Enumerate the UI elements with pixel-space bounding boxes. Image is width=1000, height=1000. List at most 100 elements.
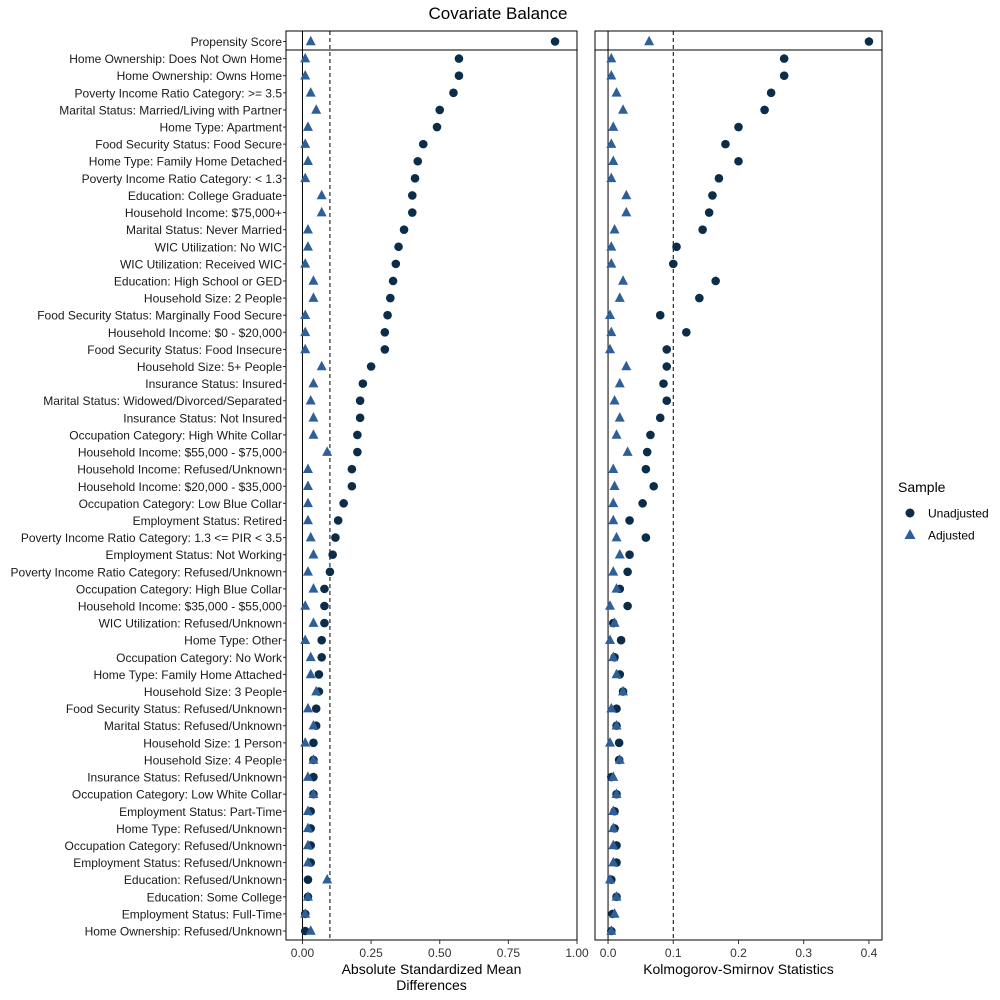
point-adjusted — [618, 685, 629, 696]
point-adjusted — [606, 241, 617, 251]
point-adjusted — [644, 35, 655, 46]
point-adjusted — [300, 326, 311, 337]
point-adjusted — [611, 583, 622, 593]
point-adjusted — [608, 839, 619, 850]
point-unadjusted — [864, 37, 874, 46]
point-adjusted — [305, 531, 316, 542]
point-adjusted — [300, 172, 311, 183]
point-unadjusted — [314, 670, 324, 679]
point-adjusted — [621, 206, 632, 217]
point-adjusted — [606, 925, 617, 935]
point-unadjusted — [410, 174, 420, 183]
point-adjusted — [608, 805, 619, 816]
point-adjusted — [308, 429, 319, 439]
legend-key-unadjusted — [905, 508, 915, 518]
point-unadjusted — [641, 533, 651, 542]
point-adjusted — [605, 873, 616, 884]
point-adjusted — [606, 70, 617, 80]
point-adjusted — [618, 275, 629, 285]
point-unadjusted — [623, 601, 632, 611]
category-label: Occupation Category: High Blue Collar — [76, 582, 282, 596]
point-unadjusted — [399, 225, 409, 234]
category-label: WIC Utilization: No WIC — [155, 240, 283, 254]
category-label: Home Ownership: Does Not Own Home — [69, 52, 282, 66]
point-unadjusted — [380, 327, 390, 337]
category-label: Education: High School or GED — [114, 274, 282, 288]
point-unadjusted — [454, 54, 464, 63]
point-adjusted — [608, 651, 619, 662]
point-unadjusted — [766, 88, 776, 98]
point-adjusted — [608, 771, 619, 781]
point-unadjusted — [317, 635, 326, 645]
point-adjusted — [308, 720, 319, 730]
point-adjusted — [609, 480, 620, 491]
point-unadjusted — [355, 413, 365, 423]
point-unadjusted — [734, 156, 743, 166]
category-label: Household Size: 4 People — [144, 753, 282, 767]
category-label: Household Income: $75,000+ — [125, 206, 282, 220]
category-label: Occupation Category: High White Collar — [69, 428, 282, 442]
point-unadjusted — [407, 191, 417, 200]
point-unadjusted — [668, 259, 678, 269]
point-adjusted — [300, 138, 311, 148]
point-adjusted — [308, 292, 319, 302]
point-adjusted — [302, 241, 313, 251]
point-adjusted — [322, 446, 333, 456]
category-label: Employment Status: Retired — [133, 514, 282, 528]
point-unadjusted — [309, 738, 318, 748]
point-adjusted — [605, 343, 616, 354]
x-tick-label: 0.2 — [730, 946, 747, 960]
point-unadjusted — [325, 567, 335, 577]
point-unadjusted — [641, 464, 651, 474]
point-unadjusted — [711, 276, 720, 286]
category-label: Insurance Status: Insured — [145, 377, 282, 391]
category-label: Occupation Category: Low White Collar — [72, 788, 282, 802]
point-adjusted — [614, 292, 625, 302]
category-label: Home Type: Family Home Detached — [89, 155, 282, 169]
point-unadjusted — [625, 550, 634, 559]
point-adjusted — [609, 908, 620, 918]
point-adjusted — [605, 634, 616, 645]
category-label: Insurance Status: Refused/Unknown — [87, 771, 282, 785]
point-adjusted — [611, 720, 622, 730]
category-label: Propensity Score — [191, 35, 283, 49]
panel-border — [285, 30, 578, 941]
point-unadjusted — [391, 259, 401, 269]
point-adjusted — [608, 463, 619, 473]
point-adjusted — [308, 617, 319, 627]
category-label: Marital Status: Refused/Unknown — [104, 719, 282, 733]
point-adjusted — [606, 138, 617, 148]
category-label: Employment Status: Refused/Unknown — [73, 856, 282, 870]
point-unadjusted — [550, 37, 560, 46]
point-adjusted — [308, 788, 319, 798]
point-adjusted — [608, 514, 619, 525]
point-unadjusted — [682, 327, 691, 337]
category-label: Home Type: Apartment — [159, 121, 282, 135]
category-label: Household Income: $55,000 - $75,000 — [78, 446, 282, 460]
point-unadjusted — [625, 516, 634, 525]
legend-label: Unadjusted — [928, 507, 989, 521]
point-unadjusted — [394, 242, 403, 252]
point-unadjusted — [328, 550, 337, 559]
x-tick-label: 1.00 — [565, 946, 589, 960]
point-adjusted — [302, 155, 313, 166]
point-unadjusted — [662, 396, 672, 406]
point-unadjusted — [760, 105, 769, 115]
point-adjusted — [302, 891, 313, 901]
point-adjusted — [608, 155, 619, 166]
ks-panel: 0.0 0.1 0.2 0.3 0.4 Kolmogorov-Smirnov Statis… — [594, 30, 883, 977]
smd-panel: 0.00 0.25 0.50 0.75 1.00 Absolute Standardize… — [285, 30, 589, 993]
point-adjusted — [611, 788, 622, 798]
point-adjusted — [302, 121, 313, 131]
point-unadjusted — [353, 430, 362, 440]
point-adjusted — [316, 206, 327, 217]
panel-border — [594, 30, 883, 941]
point-adjusted — [305, 925, 316, 935]
category-label: WIC Utilization: Refused/Unknown — [99, 617, 282, 631]
category-label: Poverty Income Ratio Category: 1.3 <= PI… — [21, 531, 282, 545]
point-unadjusted — [386, 293, 395, 303]
point-adjusted — [614, 754, 625, 764]
category-label: Household Size: 5+ People — [137, 360, 282, 374]
point-adjusted — [300, 309, 311, 319]
